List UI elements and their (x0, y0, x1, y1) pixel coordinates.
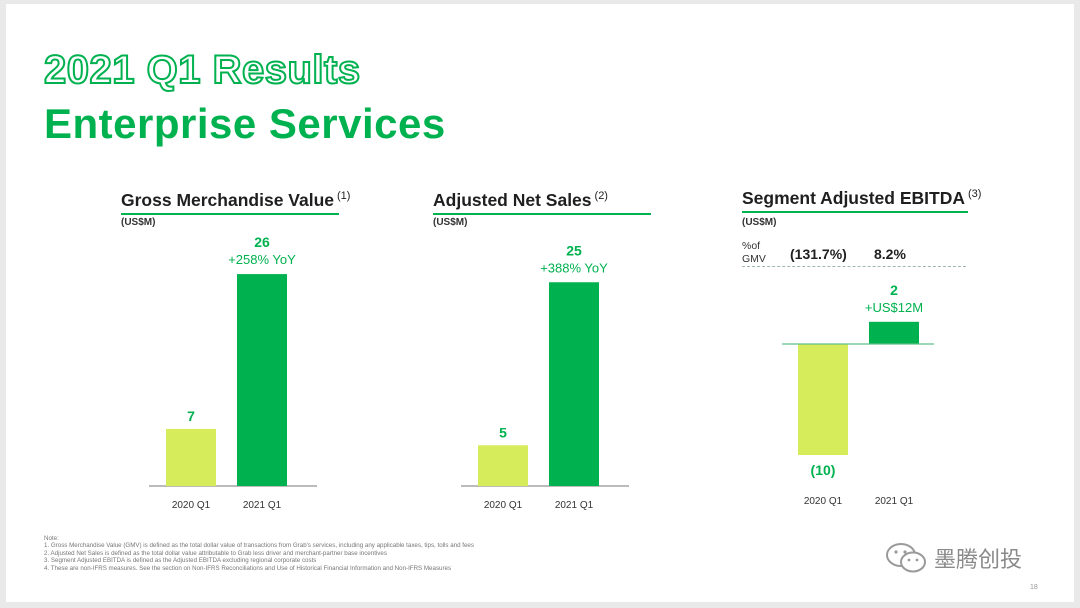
slide-title-segment: Enterprise Services (44, 100, 446, 147)
footnote-ref: (2) (594, 190, 608, 203)
unit-label: (US$M) (121, 217, 156, 228)
slide-title-results: 2021 Q1 Results (43, 47, 361, 93)
notes-heading: Note: (44, 535, 59, 542)
footnote-ref: (3) (967, 188, 982, 201)
footnote-ref: (1) (337, 190, 351, 203)
note-line-2: 2. Adjusted Net Sales is defined as the … (44, 549, 387, 557)
x-tick-label: 2021 Q1 (243, 500, 282, 511)
panel-rule (742, 211, 968, 213)
bar-2020-q1 (798, 344, 848, 455)
bar-2021-q1 (869, 321, 919, 344)
bar-2021-q1 (237, 274, 287, 486)
unit-label: (US$M) (433, 217, 468, 228)
slide: 2021 Q1 Results Enterprise Services Gros… (6, 4, 1074, 602)
bar-value-label: 7 (187, 408, 195, 424)
watermark-text: 墨腾创投 (934, 548, 1023, 573)
note-line-3: 3. Segment Adjusted EBITDA is defined as… (44, 557, 317, 565)
bar-2020-q1 (166, 428, 216, 486)
x-tick-label: 2020 Q1 (484, 500, 523, 511)
panel-rule (121, 213, 339, 215)
page-number: 18 (1030, 584, 1038, 591)
panel-title-ans: Adjusted Net Sales (2) (433, 190, 608, 210)
note-line-1: 1. Gross Merchandise Value (GMV) is defi… (44, 542, 474, 550)
bar-value-label: 2 (890, 282, 898, 298)
bar-change-label: +US$12M (865, 300, 923, 315)
bar-value-label: 5 (499, 424, 507, 440)
pct-of-gmv-2021: 8.2% (874, 246, 906, 262)
bar-value-label: 25 (566, 242, 582, 258)
bar-value-label: (10) (811, 462, 836, 478)
chart-gmv: 7 2020 Q1 +258% YoY 26 2021 Q1 (149, 234, 317, 511)
pct-divider (742, 266, 966, 267)
x-tick-label: 2020 Q1 (172, 500, 211, 511)
pct-of-gmv-2020: (131.7%) (790, 246, 847, 262)
bar-change-label: +258% YoY (228, 252, 296, 267)
pct-of-gmv-label: %of GMV (742, 240, 766, 265)
bar-change-label: +388% YoY (540, 260, 608, 275)
chart-segment-adjusted-ebitda: (10) 2020 Q1 +US$12M 2 2021 Q1 (782, 282, 934, 507)
panel-rule (433, 213, 651, 215)
panel-title-gmv: Gross Merchandise Value (1) (121, 190, 351, 210)
panel-title-ebitda: Segment Adjusted EBITDA (3) (742, 188, 982, 208)
wechat-icon (886, 543, 926, 573)
x-tick-label: 2021 Q1 (555, 500, 594, 511)
footnotes: Note: 1. Gross Merchandise Value (GMV) i… (44, 535, 474, 572)
watermark: 墨腾创投 (884, 542, 1022, 574)
x-tick-label: 2020 Q1 (804, 496, 843, 507)
bar-2020-q1 (478, 445, 528, 486)
x-tick-label: 2021 Q1 (875, 496, 914, 507)
note-line-4: 4. These are non-IFRS measures. See the … (44, 564, 452, 572)
chart-adjusted-net-sales: 5 2020 Q1 +388% YoY 25 2021 Q1 (461, 242, 629, 511)
unit-label: (US$M) (742, 217, 777, 228)
bar-value-label: 26 (254, 234, 270, 250)
bar-2021-q1 (549, 282, 599, 486)
